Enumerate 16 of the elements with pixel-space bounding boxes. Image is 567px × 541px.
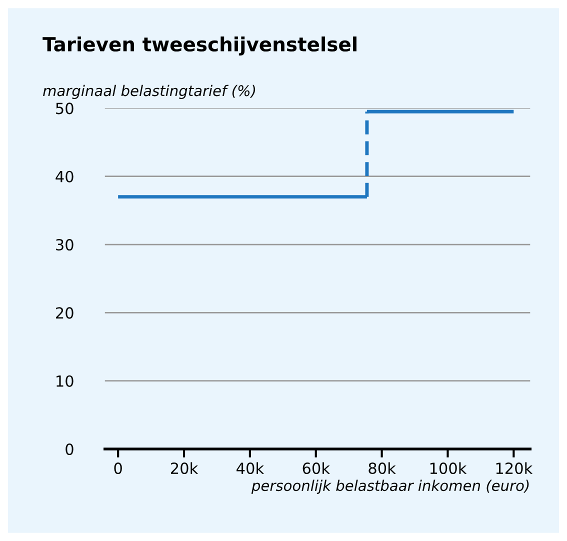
x-tick-label: 60k — [302, 462, 330, 474]
y-tick-label: 0 — [66, 443, 74, 456]
x-tick-label: 20k — [170, 462, 198, 474]
y-tick-label: 10 — [56, 375, 74, 387]
x-tick-label: 120k — [496, 462, 533, 474]
x-tick-label: 0 — [114, 462, 122, 474]
x-axis-title: persoonlijk belastbaar inkomen (euro) — [251, 480, 529, 494]
y-axis-title: marginaal belastingtarief (%) — [43, 84, 256, 100]
x-tick-label: 100k — [430, 462, 467, 474]
y-tick-label: 30 — [56, 238, 74, 251]
x-tick-label: 80k — [368, 462, 396, 474]
chart-title: Tarieven tweeschijvenstelsel — [42, 36, 356, 56]
x-tick-label: 40k — [236, 462, 264, 474]
y-tick-label: 40 — [56, 170, 74, 182]
y-tick-label: 20 — [56, 307, 74, 319]
y-tick-label: 50 — [56, 102, 74, 114]
